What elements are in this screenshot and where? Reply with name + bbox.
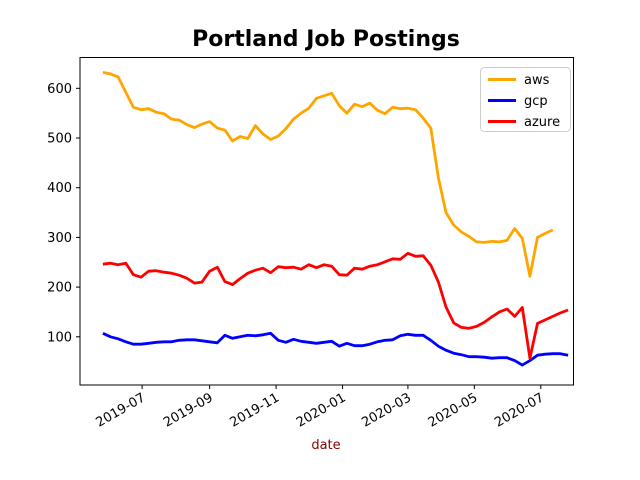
legend-label-aws: aws xyxy=(524,73,550,88)
chart-title: Portland Job Postings xyxy=(192,27,460,52)
series-line-azure xyxy=(102,251,569,360)
y-tick-label: 400 xyxy=(47,181,72,196)
y-axis: 100 200 300 400 500 600 xyxy=(47,82,80,345)
legend-box xyxy=(480,67,571,132)
series-lines xyxy=(102,71,569,367)
x-tick-label: 2019-11 xyxy=(228,390,283,430)
legend: aws gcp azure xyxy=(480,67,571,132)
x-axis: 2019-07 2019-09 2019-11 2020-01 2020-03 2020-… xyxy=(94,385,547,431)
x-tick-label: 2019-07 xyxy=(94,390,149,430)
series-line-aws xyxy=(102,71,554,278)
x-tick-label: 2019-09 xyxy=(161,390,216,430)
legend-label-gcp: gcp xyxy=(524,94,548,109)
y-tick-label: 300 xyxy=(47,231,72,246)
x-tick-label: 2020-01 xyxy=(294,390,349,430)
y-tick-label: 200 xyxy=(47,281,72,296)
y-tick-label: 100 xyxy=(47,330,72,345)
legend-label-azure: azure xyxy=(524,115,560,130)
series-line-gcp xyxy=(102,331,569,367)
x-axis-label: date xyxy=(311,438,340,453)
y-tick-label: 600 xyxy=(47,82,72,97)
plot-area xyxy=(79,57,574,386)
x-tick-label: 2020-05 xyxy=(426,390,481,430)
x-tick-label: 2020-07 xyxy=(492,390,547,430)
y-tick-label: 500 xyxy=(47,132,72,147)
x-tick-label: 2020-03 xyxy=(359,390,414,430)
